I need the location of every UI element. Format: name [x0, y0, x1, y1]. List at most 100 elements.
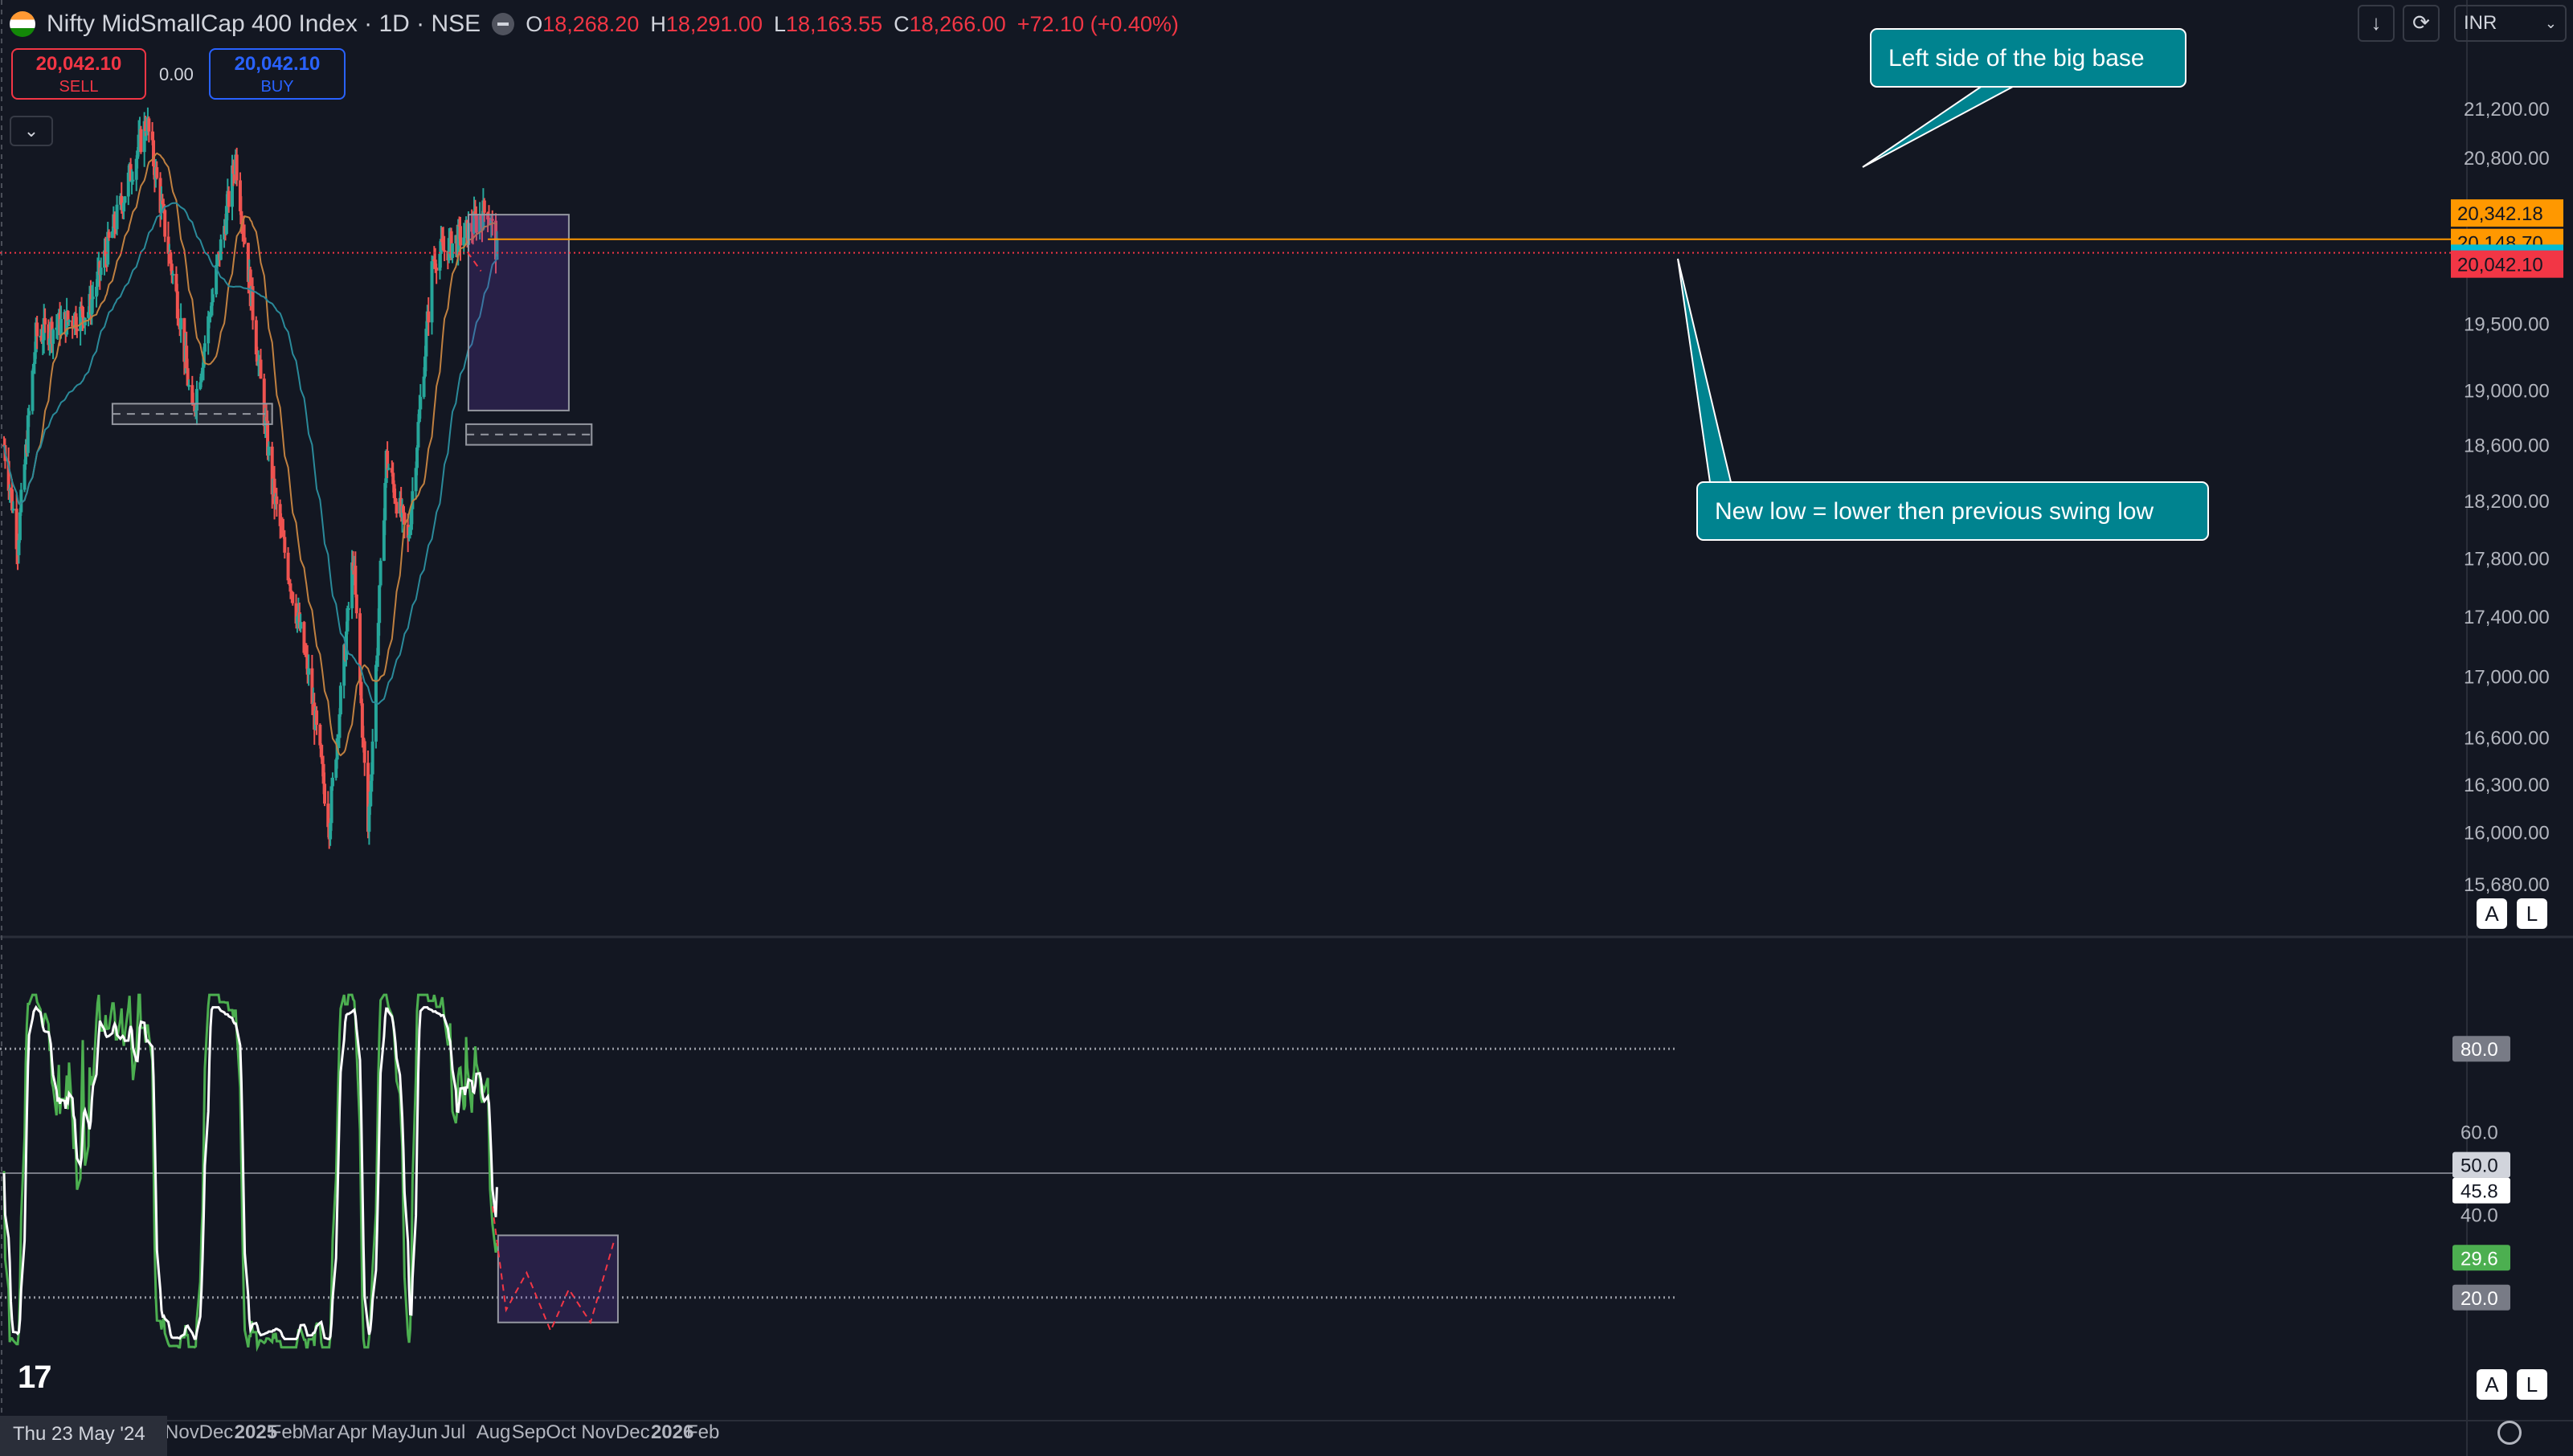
candle-body: [299, 622, 303, 629]
candle-body: [443, 250, 447, 252]
x-tick-label: Sep: [512, 1421, 546, 1443]
spread-value: 0.00: [159, 64, 194, 84]
candle-body: [185, 346, 189, 369]
osc-label: 40.0: [2461, 1205, 2498, 1227]
candle-body: [43, 317, 47, 325]
candle-body: [394, 497, 398, 502]
candle-body: [392, 484, 396, 498]
candle-body: [378, 585, 382, 624]
crosshair-date: Thu 23 May '24: [13, 1423, 145, 1445]
candle-body: [264, 416, 268, 421]
candle-body: [174, 273, 178, 292]
candle-body: [447, 238, 451, 260]
visibility-icon[interactable]: [492, 13, 515, 35]
candle-body: [305, 654, 309, 656]
candle-body: [362, 738, 366, 742]
candle-body: [65, 310, 69, 335]
candle-body: [123, 196, 127, 203]
x-tick-label: Dec: [616, 1421, 650, 1443]
candle-body: [129, 164, 133, 182]
symbol-title[interactable]: Nifty MidSmallCap 400 Index · 1D · NSE: [47, 10, 481, 37]
candle-body: [142, 121, 146, 153]
candle-body: [283, 537, 287, 553]
log-scale-button-lower[interactable]: L: [2517, 1369, 2547, 1400]
candle-body: [112, 214, 117, 228]
candle-body: [358, 613, 362, 682]
candle-body: [177, 318, 181, 325]
candle-body: [239, 211, 243, 225]
candle-body: [139, 129, 143, 153]
y-tick-label: 19,500.00: [2464, 313, 2550, 335]
candle-body: [110, 231, 114, 238]
sell-button[interactable]: 20,042.10 SELL: [11, 48, 146, 100]
candle-body: [144, 121, 148, 132]
annotation-base-box: [1870, 28, 2186, 88]
candle-body: [158, 178, 162, 213]
currency-select[interactable]: INR ⌄: [2454, 5, 2567, 42]
candle-body: [264, 416, 268, 427]
candle-body: [67, 320, 71, 322]
candle-body: [251, 286, 255, 321]
price-label-bg: [2451, 199, 2563, 227]
osc-label-bg: [2452, 1151, 2510, 1178]
buy-button[interactable]: 20,042.10 BUY: [209, 48, 346, 100]
y-tick-label: 15,680.00: [2464, 874, 2550, 896]
candle-body: [96, 272, 100, 287]
candle-body: [275, 496, 279, 505]
x-tick-label: Feb: [270, 1421, 303, 1443]
candle-body: [152, 140, 156, 166]
osc-label-bg: [2452, 1177, 2510, 1204]
candle-body: [17, 540, 21, 555]
candle-body: [240, 224, 244, 227]
candle-body: [266, 420, 270, 456]
x-tick-label: Jul: [441, 1421, 466, 1443]
candle-body: [136, 150, 140, 159]
candle-body: [18, 512, 22, 541]
candle-body: [259, 359, 263, 379]
arrow-down-icon[interactable]: ↓: [2358, 5, 2395, 42]
candle-body: [402, 505, 405, 513]
candle-body: [155, 167, 159, 178]
candle-body: [120, 195, 124, 206]
candle-body: [126, 172, 130, 197]
candle-body: [262, 378, 266, 427]
candle-body: [490, 219, 494, 221]
candle-body: [42, 317, 46, 341]
candle-body: [215, 264, 219, 295]
price-label-bg: [2451, 250, 2563, 278]
base-box: [467, 214, 570, 411]
auto-scale-button-lower[interactable]: A: [2477, 1369, 2507, 1400]
candle-body: [19, 489, 23, 513]
candle-body: [224, 206, 228, 235]
candle-body: [235, 154, 239, 181]
x-tick-label: Oct: [546, 1421, 576, 1443]
candle-body: [305, 655, 309, 675]
candle-body: [209, 315, 213, 317]
gear-icon[interactable]: [2497, 1421, 2522, 1445]
candle-body: [134, 158, 138, 180]
candle-body: [424, 329, 428, 357]
y-tick-label: 21,200.00: [2464, 99, 2550, 121]
candle-body: [55, 327, 59, 330]
collapse-button[interactable]: ⌄: [10, 116, 53, 146]
candle-body: [270, 446, 274, 495]
oscillator-zone: [497, 1234, 619, 1323]
candle-body: [198, 382, 202, 390]
refresh-icon[interactable]: ⟳: [2403, 5, 2440, 42]
candle-body: [326, 804, 330, 828]
y-tick-label: 19,000.00: [2464, 381, 2550, 403]
change-value: +72.10 (+0.40%): [1017, 11, 1179, 36]
candle-body: [201, 367, 205, 374]
candle-body: [104, 250, 108, 256]
auto-scale-button[interactable]: A: [2477, 898, 2507, 929]
candle-body: [474, 215, 478, 233]
candle-body: [47, 338, 51, 346]
candle-body: [346, 607, 350, 632]
candle-body: [122, 202, 126, 212]
candle-body: [31, 370, 35, 411]
candle-body: [166, 236, 170, 254]
log-scale-button[interactable]: L: [2517, 898, 2547, 929]
candle-body: [367, 806, 371, 832]
annotation-low-pointer: [1677, 258, 1732, 483]
